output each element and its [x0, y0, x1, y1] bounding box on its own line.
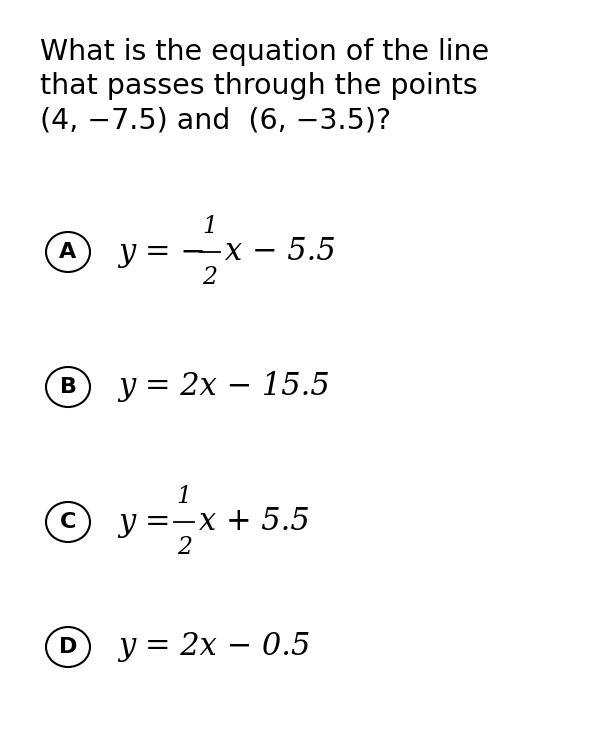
Text: B: B	[59, 377, 77, 397]
Text: 2: 2	[202, 266, 217, 289]
Text: x + 5.5: x + 5.5	[199, 507, 310, 537]
Text: y = 2x − 0.5: y = 2x − 0.5	[118, 631, 311, 663]
Text: D: D	[59, 637, 77, 657]
Text: What is the equation of the line: What is the equation of the line	[40, 38, 489, 66]
Text: that passes through the points: that passes through the points	[40, 72, 478, 100]
Text: y = 2x − 15.5: y = 2x − 15.5	[118, 372, 330, 402]
Text: y =: y =	[118, 507, 180, 537]
Text: 1: 1	[202, 215, 217, 238]
Text: A: A	[59, 242, 77, 262]
Text: 2: 2	[177, 536, 192, 559]
Text: C: C	[60, 512, 76, 532]
Text: (4, −7.5) and  (6, −3.5)?: (4, −7.5) and (6, −3.5)?	[40, 106, 391, 134]
Text: y = −: y = −	[118, 237, 206, 268]
Text: x − 5.5: x − 5.5	[225, 237, 336, 268]
Text: 1: 1	[177, 485, 192, 508]
